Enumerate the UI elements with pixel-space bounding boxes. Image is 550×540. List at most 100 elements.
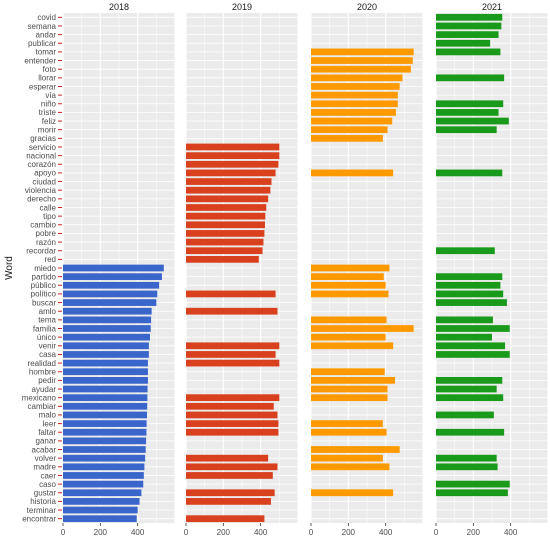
panel-2019: 2019 0 200 400 [184,2,299,537]
bar-partido [63,273,162,281]
word-label: pobre [36,229,57,238]
word-label: acabar [32,445,57,454]
bar-mexicano [311,394,388,402]
bar-publicar [436,39,491,47]
bar-leer [186,420,279,427]
bar-feliz [311,117,393,125]
bar-mexicano [436,394,504,402]
bar-llorar [436,74,505,82]
bar-ciudad [186,178,272,185]
bar-mexicano [186,394,280,402]
bar-familia [63,325,151,332]
bar-cambiar [63,402,148,410]
bar-pedir [63,377,148,384]
bar-malo [186,411,278,419]
bar-ayudar [311,385,388,393]
bar-político [63,290,158,298]
word-label: caer [40,471,56,480]
panel-title: 2021 [482,2,502,12]
bar-triste [311,109,396,116]
bar-apoyo [311,169,394,177]
x-tick-label: 0 [309,528,314,537]
bar-volver [63,454,146,462]
bar-foto [311,65,411,73]
bar-miedo [311,264,390,272]
word-label: familia [33,324,57,333]
bar-madre [436,463,498,471]
bar-tema [63,316,152,324]
x-tick-label: 400 [379,528,393,537]
word-label: casa [39,350,56,359]
word-label: morir [38,125,57,134]
bar-madre [311,463,390,471]
word-label: razón [36,238,56,247]
bar-leer [63,420,147,427]
word-label: único [37,333,57,342]
bar-morir [436,126,497,134]
bar-recordar [436,247,495,255]
bar-caso [436,480,510,488]
bar-ayudar [63,385,148,393]
word-label: buscar [32,298,56,307]
word-label: cambiar [28,402,57,411]
bar-amlo [63,307,152,315]
bar-razón [186,238,264,246]
word-label: foto [43,65,57,74]
word-label: apoyo [34,169,56,178]
bar-madre [186,463,278,471]
bar-único [436,333,492,341]
bar-buscar [436,299,507,306]
x-tick-label: 0 [61,528,66,537]
word-label: político [31,290,57,299]
bar-caer [186,472,273,479]
bar-volver [436,454,497,462]
bar-volver [186,454,269,462]
bar-único [311,333,386,341]
bar-amlo [186,307,278,315]
x-tick-label: 200 [94,528,108,537]
bar-apoyo [436,169,503,177]
word-label: faltar [38,428,56,437]
word-label: red [44,255,56,264]
bar-violencia [186,186,271,194]
word-label: entender [24,56,56,65]
bar-familia [436,325,510,332]
word-label: llorar [38,74,56,83]
x-tick-label: 200 [342,528,356,537]
bar-nacional [186,152,280,159]
x-tick-label: 200 [217,528,231,537]
bar-faltar [311,428,387,436]
word-label: terminar [27,506,57,515]
word-label: amlo [39,307,57,316]
bar-madre [63,463,145,471]
x-tick-label: 400 [254,528,268,537]
word-label: madre [33,463,56,472]
word-label: gustar [34,489,57,498]
bar-apoyo [186,169,276,177]
bar-acabar [311,446,400,453]
bar-pobre [186,230,265,237]
word-label: triste [39,108,57,117]
bar-faltar [186,428,279,436]
word-labels: covidsemanaandarpublicartomarentenderfot… [22,13,62,523]
bar-historia [63,498,140,505]
bar-tema [311,316,387,324]
bar-esperar [311,83,400,90]
bar-niño [436,100,504,108]
bar-leer [311,420,383,427]
word-label: historia [30,497,56,506]
bar-historia [186,498,271,505]
word-label: realidad [28,359,56,368]
bar-buscar [63,299,157,306]
bar-encontrar [186,515,265,523]
bar-llorar [311,74,403,82]
bar-casa [186,351,276,358]
word-label: partido [32,272,57,281]
bar-partido [311,273,384,281]
word-label: feliz [42,117,56,126]
bar-calle [186,204,267,211]
bar-político [311,290,389,298]
panel-2020: 2020 0 200 400 [309,2,424,537]
bar-corazón [186,160,279,168]
bar-gracias [311,134,383,142]
